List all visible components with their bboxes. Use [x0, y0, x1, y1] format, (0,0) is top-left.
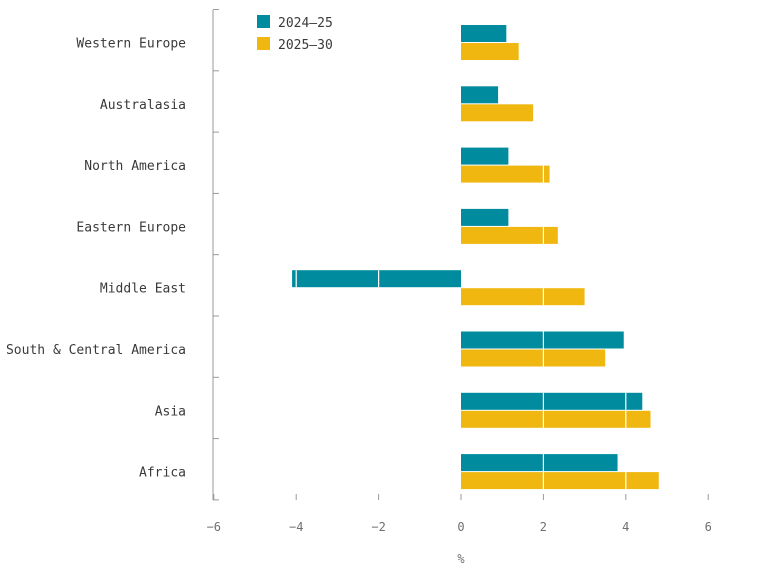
bar-2025-30	[461, 410, 651, 428]
category-label: Australasia	[100, 98, 186, 113]
legend-swatch-2025-30	[257, 37, 270, 50]
bar-2025-30	[461, 472, 659, 490]
x-tick-label: 4	[622, 520, 629, 534]
x-tick-label: −2	[371, 520, 385, 534]
bar-gridlines	[295, 165, 627, 490]
category-label: Western Europe	[76, 37, 186, 52]
y-axis	[212, 9, 219, 501]
bar-2024-25	[461, 25, 507, 42]
legend-swatch-2024-25	[257, 15, 270, 28]
bar-2025-30	[461, 226, 558, 244]
x-tick-label: −6	[207, 520, 221, 534]
legend-label-2025-30: 2025–30	[278, 38, 333, 53]
bar-2025-30	[461, 43, 519, 60]
bar-2025-30	[461, 104, 534, 122]
bar-2024-25	[461, 147, 509, 165]
x-tick-label: −4	[289, 520, 303, 534]
x-axis-title: %	[457, 552, 465, 566]
x-tick-label: 6	[705, 520, 712, 534]
category-label: Eastern Europe	[76, 220, 186, 235]
x-tick-label: 2	[540, 520, 547, 534]
category-label: South & Central America	[6, 343, 186, 358]
bar-2025-30	[461, 288, 585, 306]
category-label: Middle East	[100, 282, 186, 297]
legend-label-2024-25: 2024–25	[278, 16, 333, 31]
bar-2025-30	[461, 165, 550, 183]
bar-2024-25	[292, 270, 461, 288]
x-tick-label: 0	[457, 520, 464, 534]
bar-2024-25	[461, 208, 509, 226]
bar-2024-25	[461, 392, 643, 410]
x-axis: −6 −4 −2 0 2 4 6	[207, 494, 712, 534]
category-label: Africa	[139, 466, 186, 481]
category-labels: Western Europe Australasia North America Ea…	[6, 37, 186, 481]
category-label: North America	[84, 159, 186, 174]
bar-2024-25	[461, 86, 499, 104]
bar-2024-25	[461, 454, 618, 472]
bar-2024-25	[461, 331, 624, 349]
legend: 2024–25 2025–30	[257, 15, 333, 53]
bar-2025-30	[461, 349, 606, 367]
category-label: Asia	[155, 404, 186, 419]
bars-layer	[292, 25, 659, 490]
